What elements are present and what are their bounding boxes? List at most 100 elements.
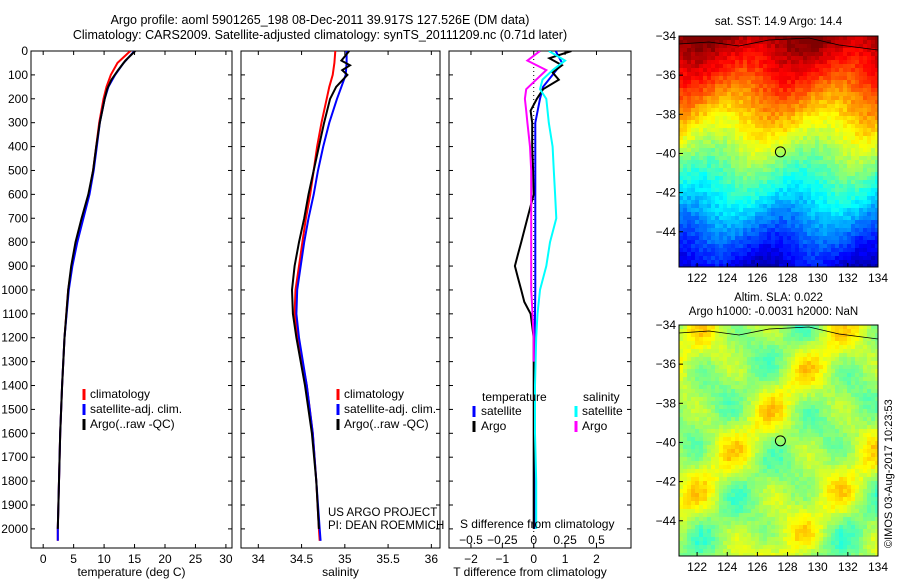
map-cell [847, 252, 852, 257]
map-cell [843, 192, 848, 197]
map-cell [803, 373, 808, 378]
map-cell [711, 212, 716, 217]
map-cell [827, 240, 832, 245]
map-cell [831, 172, 836, 177]
map-cell [819, 44, 824, 49]
map-cell [803, 425, 808, 430]
map-cell [771, 52, 776, 57]
map-cell [803, 132, 808, 137]
map-cell [739, 357, 744, 362]
map-cell [831, 325, 836, 330]
map-cell [743, 461, 748, 466]
map-cell [847, 469, 852, 474]
map-cell [815, 92, 820, 97]
map-cell [747, 477, 752, 482]
map-cell [715, 413, 720, 418]
map-cell [735, 252, 740, 257]
map-cell [739, 429, 744, 434]
map-cell [799, 132, 804, 137]
map-cell [683, 429, 688, 434]
map-cell [747, 100, 752, 105]
map-cell [807, 349, 812, 354]
map-cell [791, 256, 796, 261]
map-cell [711, 220, 716, 225]
map-cell [871, 477, 876, 482]
map-cell [827, 385, 832, 390]
map-cell [783, 124, 788, 129]
map-cell [803, 248, 808, 253]
map-cell [791, 88, 796, 93]
map-cell [715, 236, 720, 241]
map-cell [751, 184, 756, 189]
map-cell [867, 128, 872, 133]
map-cell [831, 433, 836, 438]
map-cell [823, 188, 828, 193]
map-cell [711, 204, 716, 209]
map-cell [835, 212, 840, 217]
map-cell [687, 228, 692, 233]
map-cell [703, 160, 708, 165]
map-cell [707, 200, 712, 205]
map-cell [803, 413, 808, 418]
map-cell [823, 417, 828, 422]
map-cell [823, 196, 828, 201]
map-cell [747, 144, 752, 149]
map-cell [815, 104, 820, 109]
map-cell [747, 465, 752, 470]
map-cell [795, 465, 800, 470]
map-cell [695, 469, 700, 474]
map-cell [871, 124, 876, 129]
map-cell [731, 104, 736, 109]
map-cell [807, 413, 812, 418]
map-cell [851, 224, 856, 229]
map-cell [707, 104, 712, 109]
map-cell [823, 176, 828, 181]
map-cell [743, 116, 748, 121]
map-cell [819, 244, 824, 249]
map-cell [827, 413, 832, 418]
map-cell [847, 240, 852, 245]
map-cell [751, 385, 756, 390]
map-cell [823, 244, 828, 249]
map-cell [707, 469, 712, 474]
map-cell [839, 136, 844, 141]
map-cell [795, 260, 800, 265]
map-cell [687, 353, 692, 358]
map-cell [691, 244, 696, 249]
map-cell [787, 84, 792, 89]
map-cell [703, 36, 708, 41]
map-cell [839, 465, 844, 470]
map-cell [791, 457, 796, 462]
map-cell [843, 36, 848, 41]
map-cell [871, 429, 876, 434]
map-cell [699, 345, 704, 350]
map-cell [687, 220, 692, 225]
map-cell [815, 264, 820, 267]
map-cell [723, 124, 728, 129]
map-cell [843, 349, 848, 354]
map-cell [835, 329, 840, 334]
map-cell [847, 361, 852, 366]
map-cell [855, 397, 860, 402]
map-cell [787, 341, 792, 346]
map-cell [871, 401, 876, 406]
map-cell [783, 445, 788, 450]
map-cell [843, 381, 848, 386]
map-cell [691, 252, 696, 257]
map-cell [811, 204, 816, 209]
map-cell [855, 260, 860, 265]
map-cell [827, 329, 832, 334]
map-cell [847, 481, 852, 486]
map-cell [775, 180, 780, 185]
map-cell [747, 120, 752, 125]
map-cell [703, 473, 708, 478]
map-cell [775, 248, 780, 253]
map-cell [711, 228, 716, 233]
map-cell [679, 469, 684, 474]
map-cell [775, 76, 780, 81]
map-cell [739, 200, 744, 205]
map-cell [755, 369, 760, 374]
map-cell [735, 337, 740, 342]
map-cell [827, 212, 832, 217]
map-cell [707, 92, 712, 97]
